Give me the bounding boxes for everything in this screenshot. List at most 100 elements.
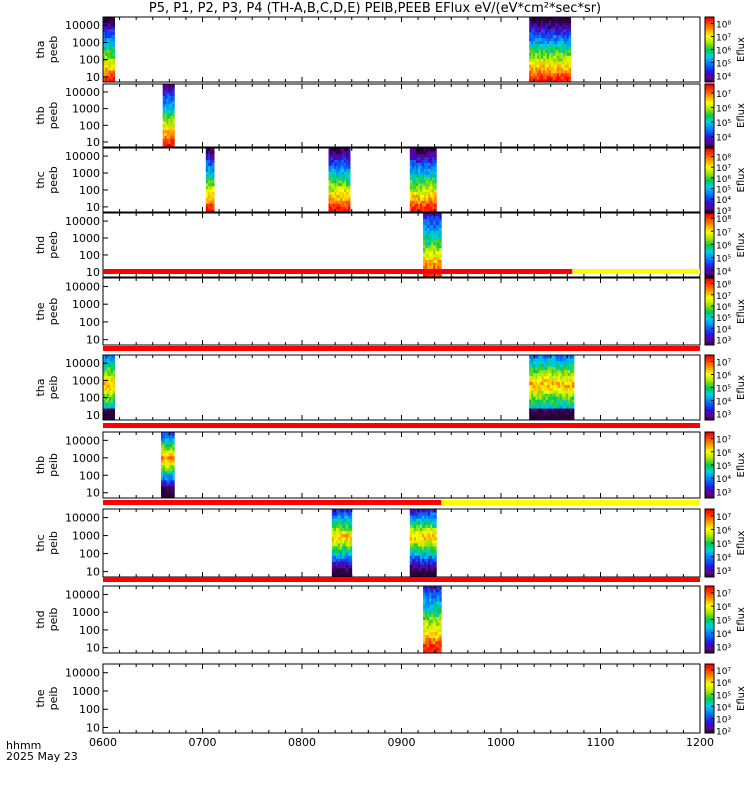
spectrogram-cell	[439, 242, 442, 246]
spectrogram-cell	[529, 405, 532, 409]
spectrogram-cell	[564, 25, 568, 30]
spectrogram-cell	[539, 28, 542, 33]
spectrogram-cell	[328, 182, 331, 187]
spectrogram-cell	[417, 188, 421, 193]
spectrogram-cell	[334, 194, 337, 198]
spectrogram-cell	[553, 390, 557, 394]
spectrogram-cell	[341, 573, 345, 578]
spectrogram-cell	[349, 552, 353, 556]
spectrogram-cell	[549, 360, 552, 365]
colorbar-segment	[705, 272, 714, 275]
spectrogram-cell	[423, 259, 426, 263]
spectrogram-cell	[552, 31, 556, 36]
y-tick-label: 10	[86, 136, 100, 149]
spectrogram-cell	[558, 40, 562, 44]
spectrogram-block	[103, 17, 116, 83]
spectrogram-cell	[539, 417, 542, 421]
spectrogram-cell	[331, 512, 335, 516]
spectrogram-cell	[422, 197, 425, 201]
spectrogram-cell	[347, 558, 351, 562]
spectrogram-cell	[108, 67, 112, 71]
spectrogram-cell	[106, 414, 110, 418]
spectrogram-cell	[106, 52, 110, 56]
spectrogram-cell	[341, 530, 345, 535]
spectrogram-cell	[432, 153, 435, 158]
spectrogram-cell	[561, 357, 565, 362]
colorbar-segment	[705, 526, 714, 529]
spectrogram-cell	[417, 527, 421, 532]
spectrogram-cell	[425, 631, 428, 636]
colorbar-segment	[705, 207, 714, 210]
spectrogram-cell	[108, 369, 112, 374]
spectrogram-cell	[339, 530, 343, 535]
spectrogram-cell	[162, 101, 166, 105]
spectrogram-cell	[411, 527, 415, 532]
spectrogram-cell	[571, 396, 575, 400]
colorbar-segment	[705, 25, 714, 28]
spectrogram-cell	[551, 360, 555, 365]
spectrogram-cell	[533, 58, 536, 62]
spectrogram-cell	[539, 64, 542, 68]
spectrogram-cell	[556, 22, 560, 27]
mode-bar-red	[103, 423, 700, 428]
spectrogram-cell	[330, 162, 333, 166]
spectrogram-cell	[168, 444, 171, 448]
spectrogram-cell	[568, 37, 572, 42]
colorbar-segment	[705, 466, 714, 469]
colorbar-segment	[705, 573, 714, 576]
spectrogram-cell	[425, 242, 428, 246]
spectrogram-cell	[166, 483, 170, 487]
spectrogram-cell	[331, 573, 335, 578]
spectrogram-cell	[541, 19, 544, 24]
spectrogram-cell	[431, 646, 434, 651]
spectrogram-cell	[344, 197, 347, 201]
spectrogram-cell	[166, 126, 169, 131]
spectrogram-cell	[409, 515, 413, 519]
colorbar-segment	[705, 328, 714, 331]
spectrogram-cell	[417, 512, 421, 516]
spectrogram-cell	[439, 619, 442, 623]
spectrogram-cell	[347, 539, 351, 544]
spectrogram-cell	[164, 144, 167, 148]
spectrogram-cell	[104, 61, 108, 65]
spectrogram-cell	[166, 89, 169, 93]
spectrogram-cell	[429, 634, 432, 639]
spectrogram-cell	[571, 363, 575, 368]
colorbar-segment	[705, 448, 714, 451]
spectrogram-cell	[411, 518, 415, 522]
spectrogram-cell	[541, 366, 544, 371]
spectrogram-cell	[341, 567, 345, 572]
colorbar-segment	[705, 333, 714, 336]
spectrogram-cell	[207, 174, 211, 178]
spectrogram-cell	[164, 141, 167, 145]
spectrogram-cell	[419, 524, 423, 528]
spectrogram-cell	[345, 567, 349, 572]
spectrogram-cell	[348, 168, 351, 172]
spectrogram-cell	[550, 25, 554, 30]
spectrogram-cell	[336, 197, 339, 201]
spectrogram-cell	[162, 118, 166, 122]
spectrogram-cell	[332, 203, 335, 207]
spectrogram-cell	[422, 570, 425, 575]
spectrogram-cell	[333, 515, 337, 519]
spectrogram-cell	[430, 203, 433, 207]
spectrogram-cell	[342, 206, 345, 210]
spectrogram-cell	[537, 43, 540, 47]
spectrogram-cell	[170, 474, 173, 478]
spectrogram-cell	[337, 570, 341, 575]
spectrogram-cell	[164, 483, 168, 487]
spectrogram-cell	[555, 381, 559, 385]
spectrogram-cell	[431, 625, 434, 630]
colorbar-segment	[705, 371, 714, 374]
spectrogram-cell	[209, 182, 213, 187]
spectrogram-cell	[343, 512, 347, 516]
spectrogram-cell	[539, 369, 542, 374]
spectrogram-cell	[433, 613, 436, 617]
panel-probe-label: the	[34, 302, 47, 320]
spectrogram-cell	[554, 58, 558, 62]
spectrogram-cell	[430, 555, 433, 559]
spectrogram-cell	[424, 552, 427, 556]
spectrogram-cell	[564, 55, 568, 59]
spectrogram-cell	[424, 573, 427, 578]
